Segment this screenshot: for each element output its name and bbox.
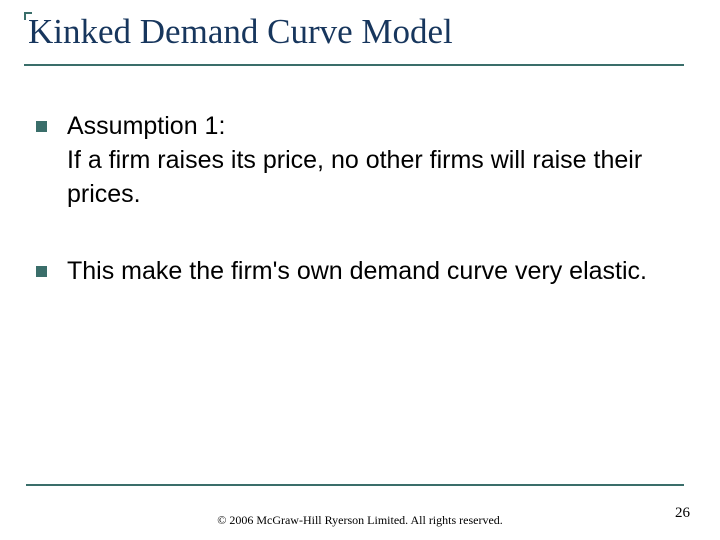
bullet-item: This make the firm's own demand curve ve… bbox=[36, 255, 672, 289]
footer-rule bbox=[26, 484, 684, 486]
slide: Kinked Demand Curve Model Assumption 1:I… bbox=[0, 0, 720, 540]
square-bullet-icon bbox=[36, 121, 47, 132]
title-underline bbox=[24, 64, 684, 66]
bullet-text: This make the firm's own demand curve ve… bbox=[67, 255, 647, 289]
title-corner-accent bbox=[24, 12, 32, 20]
bullet-item: Assumption 1:If a firm raises its price,… bbox=[36, 110, 672, 211]
footer-copyright: © 2006 McGraw-Hill Ryerson Limited. All … bbox=[0, 513, 720, 528]
title-region: Kinked Demand Curve Model bbox=[24, 12, 684, 66]
page-number: 26 bbox=[675, 505, 690, 522]
square-bullet-icon bbox=[36, 266, 47, 277]
bullet-text: Assumption 1:If a firm raises its price,… bbox=[67, 110, 672, 211]
slide-title: Kinked Demand Curve Model bbox=[24, 12, 684, 60]
content-region: Assumption 1:If a firm raises its price,… bbox=[36, 110, 672, 333]
